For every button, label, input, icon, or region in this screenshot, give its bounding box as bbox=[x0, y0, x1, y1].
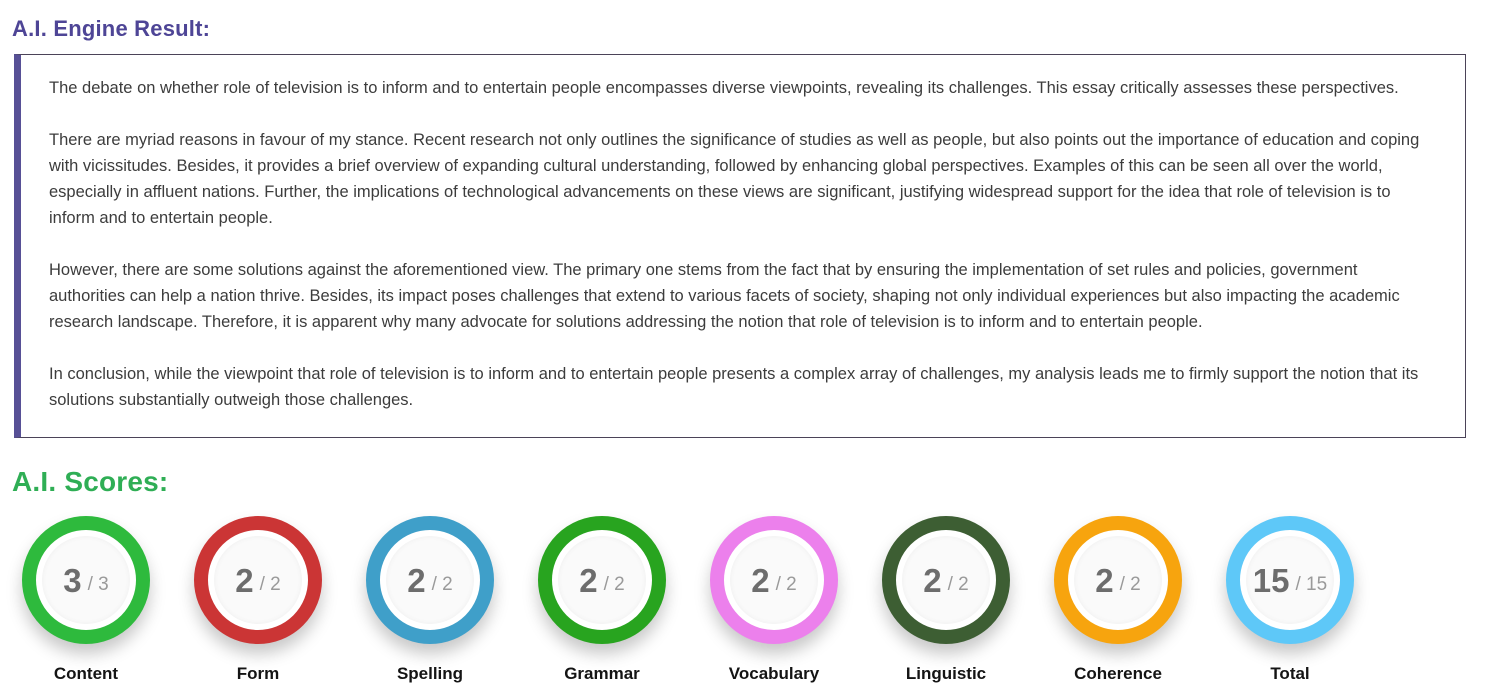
score-value: 2 bbox=[1095, 561, 1114, 599]
scores-row: 3 / 3 Content 2 / 2 Form 2 / 2 Spelling … bbox=[22, 516, 1486, 684]
score-label: Linguistic bbox=[905, 664, 987, 683]
score-circle: 2 / 2 bbox=[366, 516, 494, 644]
score-circle-inner: 2 / 2 bbox=[1074, 536, 1162, 624]
score-label: Vocabulary bbox=[728, 664, 820, 683]
score-circle-inner: 2 / 2 bbox=[214, 536, 302, 624]
score-item-content: 3 / 3 Content bbox=[22, 516, 150, 684]
score-label: Form bbox=[236, 664, 280, 683]
score-item-vocabulary: 2 / 2 Vocabulary bbox=[710, 516, 838, 684]
score-max: / 2 bbox=[431, 573, 453, 595]
score-value: 3 bbox=[63, 561, 82, 599]
score-item-spelling: 2 / 2 Spelling bbox=[366, 516, 494, 684]
score-item-coherence: 2 / 2 Coherence bbox=[1054, 516, 1182, 684]
score-label: Coherence bbox=[1074, 664, 1162, 683]
engine-result-heading: A.I. Engine Result: bbox=[12, 16, 211, 41]
score-circle-inner: 2 / 2 bbox=[902, 536, 990, 624]
score-item-total: 15 / 15 Total bbox=[1226, 516, 1354, 684]
score-label: Content bbox=[53, 664, 119, 683]
score-label: Spelling bbox=[396, 664, 464, 683]
score-circle-inner: 2 / 2 bbox=[730, 536, 818, 624]
score-max: / 2 bbox=[259, 573, 281, 595]
score-max: / 2 bbox=[947, 573, 969, 595]
score-item-form: 2 / 2 Form bbox=[194, 516, 322, 684]
score-circle-inner: 2 / 2 bbox=[386, 536, 474, 624]
score-max: / 15 bbox=[1295, 573, 1328, 595]
score-item-grammar: 2 / 2 Grammar bbox=[538, 516, 666, 684]
score-value: 2 bbox=[923, 561, 942, 599]
score-circle-inner: 2 / 2 bbox=[558, 536, 646, 624]
essay-paragraph: In conclusion, while the viewpoint that … bbox=[49, 365, 1419, 409]
score-value: 2 bbox=[751, 561, 770, 599]
score-circle: 2 / 2 bbox=[882, 516, 1010, 644]
score-max: / 2 bbox=[603, 573, 625, 595]
score-max: / 3 bbox=[87, 573, 109, 595]
score-circle: 15 / 15 bbox=[1226, 516, 1354, 644]
score-value: 15 bbox=[1252, 561, 1290, 599]
score-value: 2 bbox=[407, 561, 426, 599]
score-circle: 2 / 2 bbox=[1054, 516, 1182, 644]
score-max: / 2 bbox=[1119, 573, 1141, 595]
score-label: Total bbox=[1270, 664, 1310, 683]
essay-paragraph: There are myriad reasons in favour of my… bbox=[49, 131, 1420, 227]
essay-paragraph: The debate on whether role of television… bbox=[49, 79, 1399, 97]
score-circle: 3 / 3 bbox=[22, 516, 150, 644]
score-circle: 2 / 2 bbox=[194, 516, 322, 644]
scores-heading: A.I. Scores: bbox=[12, 466, 169, 497]
essay-result-box: The debate on whether role of television… bbox=[14, 54, 1466, 438]
score-max: / 2 bbox=[775, 573, 797, 595]
score-value: 2 bbox=[579, 561, 598, 599]
score-circle-inner: 15 / 15 bbox=[1246, 536, 1334, 624]
score-item-linguistic: 2 / 2 Linguistic bbox=[882, 516, 1010, 684]
score-circle: 2 / 2 bbox=[710, 516, 838, 644]
score-label: Grammar bbox=[564, 664, 640, 683]
score-circle: 2 / 2 bbox=[538, 516, 666, 644]
score-value: 2 bbox=[235, 561, 254, 599]
score-circle-inner: 3 / 3 bbox=[42, 536, 130, 624]
essay-paragraph: However, there are some solutions agains… bbox=[49, 261, 1400, 331]
